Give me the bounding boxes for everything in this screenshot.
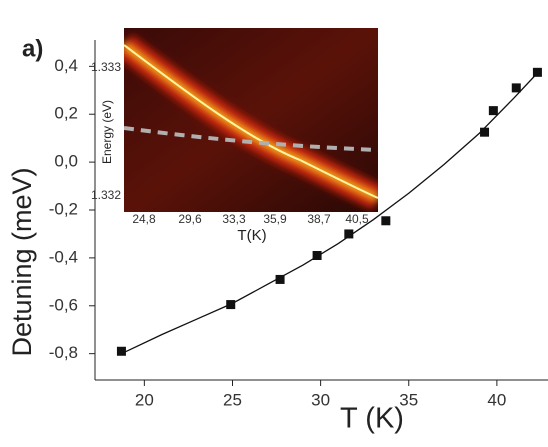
- inset-y-label: Energy (eV): [100, 100, 114, 164]
- x-tick-label: 30: [311, 390, 330, 409]
- y-tick-label: 0,2: [54, 104, 78, 123]
- y-tick-label: -0,8: [49, 343, 78, 362]
- panel-label: a): [22, 35, 43, 62]
- inset-band-core: [124, 44, 378, 199]
- inset-x-tick-label: 24,8: [132, 212, 156, 226]
- y-axis-label: Detuning (meV): [7, 167, 37, 356]
- data-point: [312, 250, 322, 260]
- data-point: [532, 67, 542, 77]
- inset-x-label: T(K): [237, 227, 266, 244]
- data-point: [480, 127, 490, 137]
- inset-x-tick-label: 40,5: [345, 212, 369, 226]
- inset-x-tick-label: 33,3: [222, 212, 246, 226]
- data-point: [116, 346, 126, 356]
- inset-x-tick-label: 38,7: [307, 212, 331, 226]
- data-point: [488, 106, 498, 116]
- inset-y-tick-label: 1.332: [91, 188, 121, 202]
- data-point: [381, 216, 391, 226]
- x-tick-label: 25: [223, 390, 242, 409]
- inset-x-tick-label: 35,9: [263, 212, 287, 226]
- fit-line: [121, 70, 540, 355]
- y-tick-label: -0,2: [49, 199, 78, 218]
- data-point: [226, 300, 236, 310]
- inset-x-tick-label: 29,6: [178, 212, 202, 226]
- y-tick-label: -0,6: [49, 295, 78, 314]
- y-tick-label: -0,4: [49, 247, 78, 266]
- inset-y-tick-label: 1.333: [91, 60, 121, 74]
- y-tick-label: 0,4: [54, 56, 78, 75]
- x-tick-label: 35: [399, 390, 418, 409]
- x-tick-label: 40: [487, 390, 506, 409]
- x-tick-label: 20: [135, 390, 154, 409]
- inset-dashed-line: [124, 126, 378, 152]
- inset: [124, 28, 378, 212]
- data-point: [344, 229, 354, 239]
- y-tick-label: 0,0: [54, 152, 78, 171]
- data-point: [511, 83, 521, 93]
- data-point: [275, 274, 285, 284]
- x-axis-label: T (K): [340, 403, 404, 435]
